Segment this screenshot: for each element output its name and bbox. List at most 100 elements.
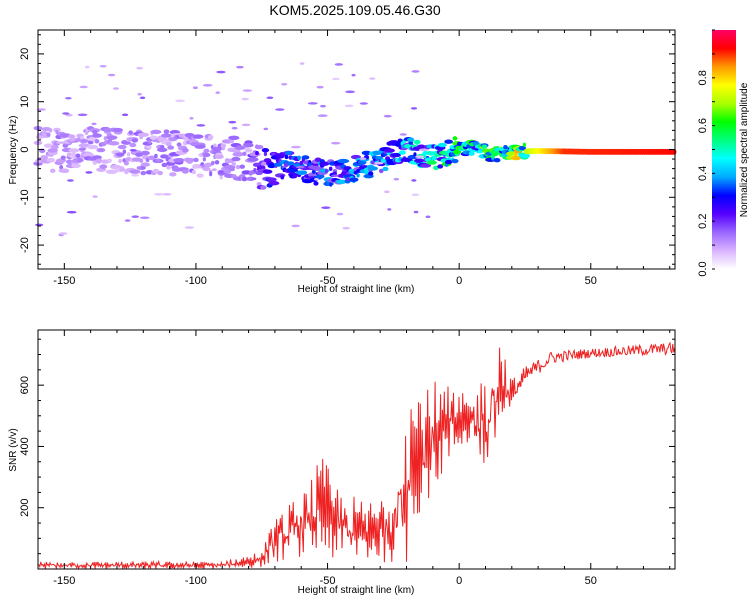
heatmap-cell <box>228 135 240 141</box>
heatmap-noise-cell <box>410 107 418 110</box>
heatmap-noise-cell <box>107 73 116 77</box>
heatmap-cell <box>61 168 70 173</box>
heatmap-cell <box>165 141 172 147</box>
heatmap-cell <box>324 168 329 174</box>
heatmap-cell <box>194 144 206 149</box>
heatmap-cell <box>154 153 158 159</box>
colorbar-tick-label: 0.0 <box>697 261 709 276</box>
heatmap-noise-cell <box>79 85 88 89</box>
heatmap-noise-cell <box>383 114 392 118</box>
heatmap-cell <box>242 151 247 157</box>
heatmap-cell <box>202 156 206 162</box>
spectrogram-x-tick-label: -50 <box>320 275 336 287</box>
heatmap-noise-cell <box>78 147 87 151</box>
heatmap-cell <box>262 169 273 174</box>
heatmap-cell <box>167 145 175 150</box>
heatmap-cell <box>232 152 244 157</box>
heatmap-cell <box>266 177 277 182</box>
heatmap-cell <box>468 151 475 156</box>
heatmap-noise-cell <box>425 215 431 219</box>
heatmap-noise-cell <box>59 232 68 235</box>
heatmap-cell <box>161 162 168 168</box>
heatmap-noise-cell <box>231 126 238 130</box>
snr-y-ticks: 200 400 600 <box>19 338 675 570</box>
heatmap-cell <box>70 163 81 168</box>
spectrogram-y-axis-label: Frequency (Hz) <box>8 116 19 185</box>
heatmap-cell <box>126 152 131 157</box>
spectrogram-heatmap <box>33 62 677 237</box>
heatmap-cell <box>452 136 458 141</box>
heatmap-cell <box>358 160 367 165</box>
heatmap-cell <box>413 139 421 145</box>
heatmap-cell <box>503 145 508 150</box>
heatmap-cell <box>255 150 259 156</box>
heatmap-cell <box>203 148 210 154</box>
heatmap-noise-cell <box>384 190 390 194</box>
heatmap-cell <box>437 142 447 148</box>
heatmap-cell <box>99 164 108 169</box>
heatmap-cell <box>192 134 204 139</box>
heatmap-cell <box>253 167 257 173</box>
heatmap-noise-cell <box>369 77 376 80</box>
spectrogram-y-tick-label: 10 <box>19 96 31 108</box>
heatmap-cell <box>176 142 182 147</box>
heatmap-cell <box>113 127 124 133</box>
spectrogram-y-ticks: -20 -10 0 10 20 <box>19 34 675 265</box>
heatmap-cell <box>356 173 360 178</box>
heatmap-noise-cell <box>131 174 139 177</box>
heatmap-cell <box>80 138 89 144</box>
heatmap-cell <box>249 152 261 157</box>
heatmap-cell <box>202 152 211 158</box>
heatmap-noise-cell <box>175 99 186 103</box>
heatmap-cell <box>337 158 350 164</box>
spectrogram-x-ticks: -150 -100 -50 0 50 <box>37 30 671 287</box>
heatmap-noise-cell <box>196 124 206 127</box>
heatmap-cell <box>246 176 255 182</box>
heatmap-cell <box>129 169 141 174</box>
heatmap-cell <box>267 163 277 169</box>
snr-x-tick-label: -100 <box>185 575 207 587</box>
heatmap-cell <box>384 148 395 153</box>
snr-panel: -150 -100 -50 0 50 200 400 600 Height of strai… <box>8 329 676 596</box>
heatmap-cell <box>68 148 80 153</box>
heatmap-cell <box>292 173 298 179</box>
heatmap-cell <box>367 166 378 171</box>
heatmap-cell <box>91 155 102 160</box>
heatmap-cell <box>95 158 103 164</box>
heatmap-noise-cell <box>112 87 120 90</box>
heatmap-noise-cell <box>218 170 224 173</box>
heatmap-cell <box>284 154 289 160</box>
heatmap-cell <box>391 152 401 158</box>
heatmap-noise-cell <box>91 122 97 126</box>
heatmap-noise-cell <box>317 114 328 117</box>
heatmap-cell <box>285 150 293 156</box>
figure-title: KOM5.2025.109.05.46.G30 <box>269 2 440 18</box>
spectrogram-x-tick-label: 0 <box>456 275 462 287</box>
heatmap-cell <box>103 127 112 133</box>
heatmap-noise-cell <box>77 113 88 117</box>
heatmap-cell <box>131 138 138 143</box>
heatmap-cell <box>139 158 144 163</box>
heatmap-cell <box>361 150 372 156</box>
heatmap-cell <box>43 143 54 148</box>
heatmap-cell <box>313 181 319 186</box>
heatmap-noise-cell <box>251 177 257 181</box>
heatmap-cell <box>128 130 134 135</box>
heatmap-cell <box>311 169 316 174</box>
heatmap-noise-cell <box>131 215 140 218</box>
heatmap-noise-cell <box>415 155 425 158</box>
heatmap-cell <box>209 171 213 177</box>
heatmap-noise-cell <box>99 64 107 68</box>
heatmap-cell <box>228 166 235 172</box>
heatmap-noise-cell <box>121 113 129 117</box>
heatmap-noise-cell <box>242 89 253 92</box>
heatmap-cell <box>204 162 213 168</box>
heatmap-cell <box>260 185 267 190</box>
heatmap-noise-cell <box>393 177 400 181</box>
heatmap-cell <box>191 169 196 175</box>
heatmap-cell <box>207 135 214 140</box>
heatmap-cell <box>157 170 164 176</box>
colorbar-label: Normalized spectral amplitude <box>739 82 750 217</box>
heatmap-cell <box>426 160 438 165</box>
heatmap-cell <box>184 157 195 163</box>
